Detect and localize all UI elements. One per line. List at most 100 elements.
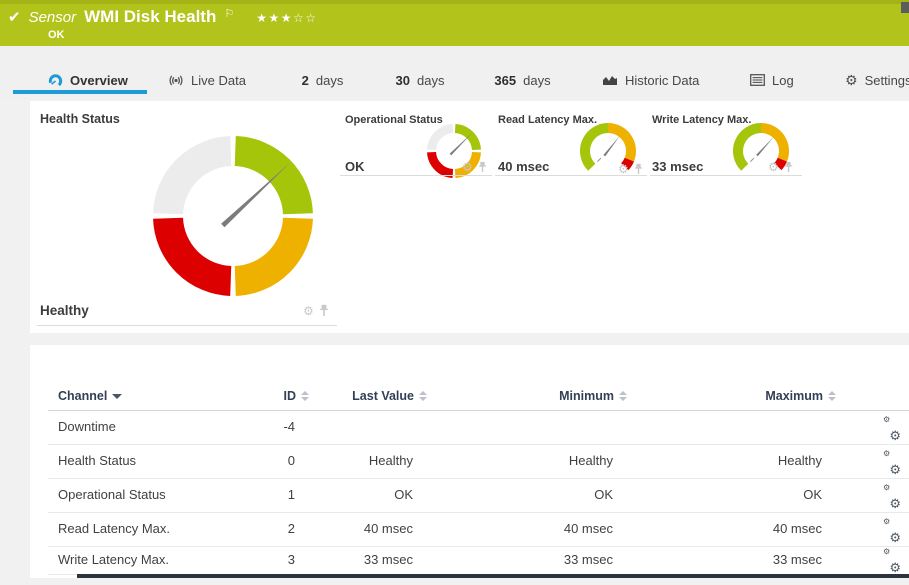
sort-icon [828, 391, 836, 401]
column-header-last-value[interactable]: Last Value [352, 389, 427, 403]
health-status-value: Healthy [40, 303, 89, 318]
tab-label: Overview [70, 72, 128, 88]
column-label: Channel [58, 389, 108, 403]
channel-table-panel: Channel ID Last Value Minimum Maximum Do… [30, 345, 909, 578]
gauge-toolbar: ⚙ [303, 304, 329, 317]
gauge-settings-icon[interactable]: ⚙ [618, 162, 629, 176]
tab-label: Live Data [191, 72, 246, 88]
tab-label: Settings [864, 72, 909, 88]
gauge-segment-red [774, 157, 787, 171]
tab-log[interactable]: Log [740, 46, 800, 100]
tab-365-days[interactable]: 365 days [480, 46, 565, 100]
table-row-operational-status: Operational Status 1 OK OK OK ⚙ ⚙ [48, 478, 909, 513]
gauge-segment-yellow [760, 123, 789, 162]
log-list-icon [750, 74, 765, 86]
pin-icon[interactable] [634, 163, 643, 175]
column-header-maximum[interactable]: Maximum [765, 389, 836, 403]
channel-name: Read Latency Max. [58, 521, 171, 536]
tab-number: 30 [395, 72, 410, 88]
minimum-value: Healthy [568, 453, 613, 468]
tab-label: days [315, 72, 344, 88]
priority-stars[interactable]: ★★★☆☆ [256, 11, 317, 25]
gauge-segment-yellow [454, 151, 481, 178]
gauge-needle [603, 135, 621, 157]
table-row-write-latency: Write Latency Max. 3 33 msec 33 msec 33 … [48, 546, 909, 575]
pin-icon[interactable] [478, 161, 487, 173]
gauge-segment-gray [153, 136, 232, 215]
column-header-minimum[interactable]: Minimum [559, 389, 627, 403]
sensor-title-row: ✔ Sensor WMI Disk Health ⚐ ★★★☆☆ [8, 7, 318, 27]
column-label: Last Value [352, 389, 414, 403]
tab-label: days [523, 72, 551, 88]
settings-gear-icon: ⚙ [845, 71, 858, 88]
gauges-panel: Health Status Healthy ⚙ Operational Stat… [30, 101, 909, 333]
gauge-needle [221, 162, 290, 228]
tab-label: Historic Data [625, 72, 700, 88]
channel-id: 0 [287, 453, 295, 468]
channel-settings-icon[interactable]: ⚙ ⚙ [883, 483, 901, 511]
maximum-value: 33 msec [772, 552, 822, 567]
maximum-value: Healthy [777, 453, 822, 468]
stars-empty[interactable]: ☆☆ [293, 11, 318, 25]
tab-2-days[interactable]: 2 days [285, 46, 360, 100]
channel-settings-icon[interactable]: ⚙ ⚙ [883, 415, 901, 443]
stars-filled[interactable]: ★★★ [256, 11, 294, 25]
gauge-segment-yellow [234, 217, 313, 296]
pin-icon[interactable] [784, 161, 793, 173]
last-value: 40 msec [363, 521, 413, 536]
scrollbar-thumb[interactable] [901, 2, 909, 13]
channel-id: 2 [287, 521, 295, 536]
channel-settings-icon[interactable]: ⚙ ⚙ [883, 449, 901, 477]
tab-bar: Overview Live Data 2 days 30 days 365 da… [0, 46, 909, 100]
table-row-health-status: Health Status 0 Healthy Healthy Healthy … [48, 444, 909, 479]
ok-checkmark-icon: ✔ [8, 9, 21, 26]
tab-settings[interactable]: ⚙ Settings [835, 46, 909, 100]
column-label: Maximum [765, 389, 823, 403]
sensor-status-text: OK [48, 29, 65, 41]
column-header-channel[interactable]: Channel [58, 389, 123, 403]
gauge-needle [756, 136, 775, 157]
gauge-needle [449, 132, 473, 156]
channel-name: Write Latency Max. [58, 552, 170, 567]
gauge-segment-red [153, 217, 232, 296]
write-latency-title: Write Latency Max. [652, 114, 752, 126]
gauge-settings-icon[interactable]: ⚙ [303, 303, 314, 318]
channel-settings-icon[interactable]: ⚙ ⚙ [883, 547, 901, 575]
gauge-tick [750, 157, 755, 162]
gauge-toolbar: ⚙ [462, 161, 487, 173]
operational-status-value: OK [345, 159, 365, 174]
tab-historic-data[interactable]: Historic Data [590, 46, 710, 100]
column-label: ID [283, 389, 297, 403]
last-value: Healthy [368, 453, 413, 468]
sensor-title: WMI Disk Health [84, 7, 217, 26]
tab-overview[interactable]: Overview [13, 46, 147, 100]
channel-name: Operational Status [58, 487, 166, 502]
gauge-settings-icon[interactable]: ⚙ [462, 160, 473, 174]
column-header-id[interactable]: ID [283, 389, 309, 403]
gauge-segment-red [621, 157, 634, 171]
minimum-value: 33 msec [563, 552, 613, 567]
flag-icon[interactable]: ⚐ [224, 8, 235, 20]
channel-name: Downtime [58, 419, 116, 434]
minimum-value: OK [594, 487, 613, 502]
channel-id: 1 [287, 487, 295, 502]
health-status-gauge [153, 136, 313, 296]
tab-live-data[interactable]: Live Data [155, 46, 260, 100]
gauge-settings-icon[interactable]: ⚙ [768, 160, 779, 174]
tab-30-days[interactable]: 30 days [380, 46, 460, 100]
gauge-toolbar: ⚙ [768, 161, 793, 173]
minimum-value: 40 msec [563, 521, 613, 536]
gauge-segment-green [580, 123, 609, 171]
gauge-toolbar: ⚙ [618, 163, 643, 175]
gauge-segment-green [733, 123, 762, 171]
write-latency-value: 33 msec [652, 159, 704, 174]
operational-status-title: Operational Status [345, 114, 443, 126]
read-latency-gauge [580, 123, 636, 171]
channel-settings-icon[interactable]: ⚙ ⚙ [883, 517, 901, 545]
pin-icon[interactable] [319, 304, 329, 317]
sensor-status-banner: ✔ Sensor WMI Disk Health ⚐ ★★★☆☆ OK [0, 0, 909, 46]
table-header-row: Channel ID Last Value Minimum Maximum [48, 385, 909, 411]
health-status-title: Health Status [40, 112, 120, 126]
read-latency-title: Read Latency Max. [498, 114, 598, 126]
